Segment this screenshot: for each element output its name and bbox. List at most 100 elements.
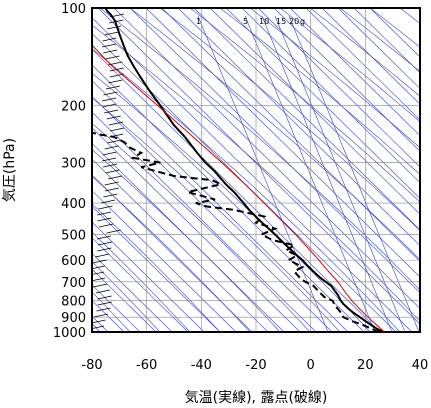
adiabat-line bbox=[159, 8, 420, 231]
wind-barb bbox=[99, 223, 114, 228]
isotherm-line bbox=[92, 237, 189, 332]
adiabat-line bbox=[92, 149, 281, 332]
wind-barb bbox=[97, 217, 112, 222]
x-tick-label: 0 bbox=[307, 358, 315, 373]
wind-barb bbox=[108, 121, 124, 126]
wind-barb bbox=[105, 55, 120, 60]
wind-barb bbox=[104, 109, 119, 114]
wind-barb bbox=[104, 145, 119, 150]
x-tick-label: -20 bbox=[245, 358, 266, 373]
mixing-ratio-label: 10 bbox=[259, 17, 269, 26]
profile-series bbox=[92, 8, 385, 332]
isotherm-line bbox=[92, 253, 173, 332]
adiabat-line bbox=[369, 8, 420, 48]
isotherm-line bbox=[257, 8, 420, 168]
isotherm-line bbox=[209, 8, 420, 215]
parcel-line bbox=[92, 44, 385, 332]
adiabat-line bbox=[92, 72, 371, 332]
isotherm-line bbox=[92, 205, 221, 332]
y-tick-label: 400 bbox=[61, 197, 86, 212]
adiabat-line bbox=[309, 8, 420, 97]
adiabat-line bbox=[219, 8, 420, 175]
x-tick-label: 20 bbox=[357, 358, 374, 373]
x-tick-labels: -80 -60 -40 -20 0 20 40 bbox=[81, 358, 428, 373]
y-tick-label: 100 bbox=[61, 2, 86, 17]
wind-barb bbox=[101, 43, 117, 48]
mixing-ratio-label: 1 bbox=[196, 17, 201, 26]
isotherm-line bbox=[241, 8, 420, 184]
wind-barb bbox=[105, 169, 120, 174]
isotherm-line bbox=[92, 127, 301, 332]
isotherm-line bbox=[92, 111, 317, 332]
wind-barb bbox=[104, 181, 119, 186]
isotherm-line bbox=[92, 158, 269, 332]
mixing-ratio-label: g bbox=[300, 17, 305, 26]
wind-barb bbox=[92, 277, 106, 282]
wind-barb bbox=[103, 49, 118, 54]
wind-barb bbox=[101, 157, 117, 162]
mixing-ratio-label: 15 bbox=[276, 17, 286, 26]
wind-barb bbox=[103, 193, 118, 198]
isotherm-line bbox=[177, 8, 420, 247]
wind-barb bbox=[108, 79, 123, 84]
wind-barb bbox=[97, 295, 112, 300]
y-axis-label: 気圧(hPa) bbox=[2, 138, 18, 202]
isotherm-line bbox=[305, 8, 420, 121]
isotherm-line bbox=[92, 143, 285, 332]
wind-barb bbox=[104, 31, 119, 36]
adiabat-line bbox=[189, 8, 420, 203]
y-tick-label: 500 bbox=[61, 228, 86, 243]
isotherm-line bbox=[113, 8, 420, 309]
isotherm-line bbox=[337, 8, 420, 89]
x-axis-label: 気温(実線), 露点(破線) bbox=[185, 390, 328, 406]
adiabat-line bbox=[92, 122, 311, 332]
isotherm-line bbox=[92, 17, 413, 332]
wind-barb bbox=[102, 37, 117, 42]
wind-barb bbox=[102, 151, 117, 156]
isotherm-line bbox=[353, 8, 420, 74]
wind-barb bbox=[96, 235, 112, 240]
isotherm-line bbox=[92, 64, 365, 332]
isotherm-line bbox=[369, 8, 420, 58]
adiabat-line bbox=[99, 8, 420, 291]
grid-lines bbox=[92, 8, 420, 332]
isotherm-line bbox=[273, 8, 420, 152]
wind-barb bbox=[107, 175, 123, 180]
mixing-ratio-label: 5 bbox=[243, 17, 248, 26]
wind-barb bbox=[100, 199, 116, 204]
wind-barb bbox=[97, 301, 112, 306]
mixing-ratio-line bbox=[261, 15, 393, 332]
isotherm-line bbox=[321, 8, 420, 105]
mixing-ratio-label: 20 bbox=[289, 17, 299, 26]
adiabat-line bbox=[92, 261, 161, 332]
adiabat-line bbox=[92, 48, 401, 332]
adiabat-line bbox=[92, 24, 420, 322]
isotherm-line bbox=[289, 8, 420, 137]
mixing-ratio-labels: 1 5 10 15 20 g bbox=[196, 17, 305, 26]
dewpoint-line bbox=[92, 131, 380, 332]
y-tick-label: 300 bbox=[61, 157, 86, 172]
mixing-ratio-line bbox=[274, 15, 406, 332]
wind-barb bbox=[95, 253, 110, 258]
y-tick-label: 700 bbox=[61, 276, 86, 291]
adiabat-line bbox=[129, 8, 420, 261]
isotherm-line bbox=[97, 8, 420, 325]
isotherm-line bbox=[92, 221, 205, 332]
x-tick-label: -60 bbox=[136, 358, 157, 373]
wind-barb bbox=[104, 187, 119, 192]
background-diagram-lines bbox=[92, 8, 420, 332]
y-tick-label: 1000 bbox=[53, 326, 86, 341]
wind-barb bbox=[109, 127, 125, 132]
wind-barb bbox=[102, 103, 117, 108]
mixing-ratio-line bbox=[197, 15, 329, 332]
wind-barb bbox=[105, 85, 120, 90]
isotherm-line bbox=[92, 48, 381, 332]
wind-barb bbox=[106, 115, 121, 120]
adiabat-line bbox=[399, 8, 420, 24]
isotherm-line bbox=[92, 268, 157, 332]
adiabat-line bbox=[279, 8, 420, 123]
isotherm-line bbox=[193, 8, 420, 231]
y-tick-label: 200 bbox=[61, 100, 86, 115]
